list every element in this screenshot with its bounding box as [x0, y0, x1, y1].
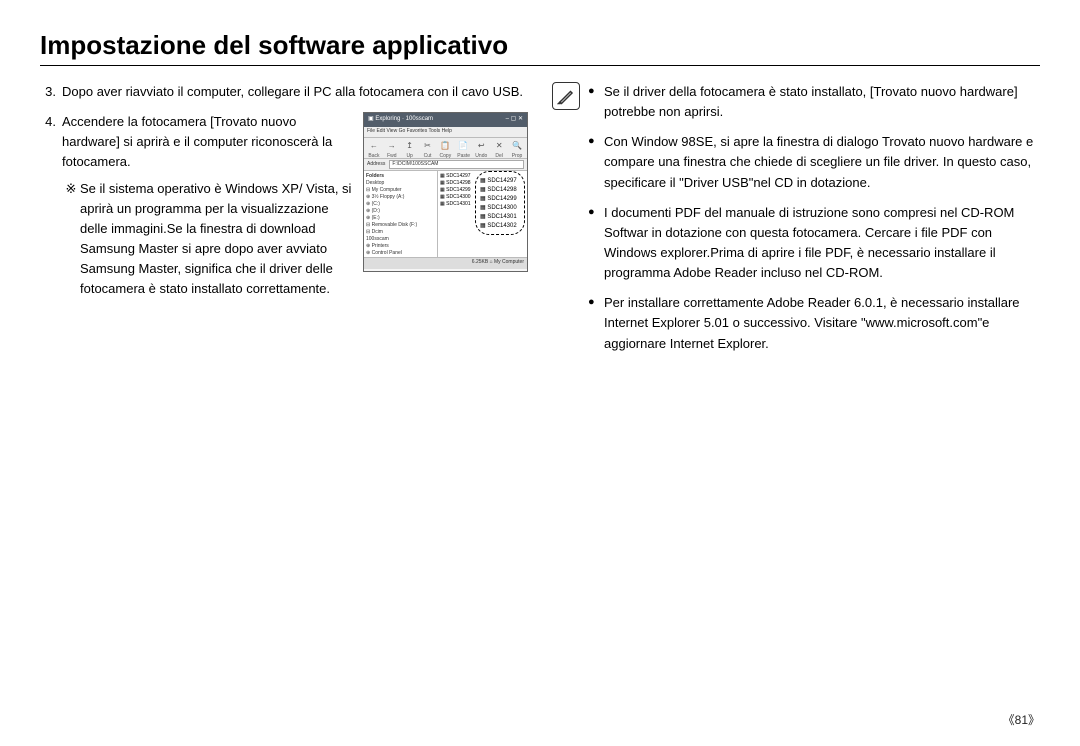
- right-column: ● Se il driver della fotocamera è stato …: [552, 82, 1040, 364]
- bullet-mark-icon: ●: [588, 293, 604, 353]
- page-title: Impostazione del software applicativo: [40, 30, 1040, 61]
- bullet-mark-icon: ●: [588, 82, 604, 122]
- explorer-callout: SDC14297SDC14298SDC14299SDC14300SDC14301…: [475, 171, 525, 235]
- sub-note: ※ Se il sistema operativo è Windows XP/ …: [62, 179, 353, 300]
- address-value: F:\DCIM\100SSCAM: [389, 160, 524, 169]
- title-divider: [40, 65, 1040, 66]
- explorer-title-text: ▣ Exploring · 100sscam: [368, 115, 433, 124]
- explorer-body: FoldersDesktop⊟ My Computer ⊕ 3½ Floppy …: [364, 171, 527, 257]
- explorer-window-controls: – ▢ ✕: [506, 115, 523, 124]
- bullet-text: Per installare correttamente Adobe Reade…: [604, 293, 1040, 353]
- bullet-mark-icon: ●: [588, 132, 604, 192]
- note-bullets: ● Se il driver della fotocamera è stato …: [588, 82, 1040, 364]
- list-number: 3.: [40, 82, 62, 102]
- sub-mark-icon: ※: [62, 179, 80, 300]
- bullet-item: ● Con Window 98SE, si apre la finestra d…: [588, 132, 1040, 192]
- note-icon: [552, 82, 580, 110]
- explorer-status-bar: 6.25KB ⌂ My Computer: [364, 257, 527, 269]
- explorer-title-bar: ▣ Exploring · 100sscam – ▢ ✕: [364, 113, 527, 127]
- bullet-item: ● Se il driver della fotocamera è stato …: [588, 82, 1040, 122]
- explorer-tree: FoldersDesktop⊟ My Computer ⊕ 3½ Floppy …: [364, 171, 438, 257]
- list-number: 4.: [40, 112, 62, 299]
- explorer-toolbar: ←Back→Fwd↥Up✂Cut📋Copy📄Paste↩Undo✕Del🔍Pro…: [364, 138, 527, 159]
- list-item-4: 4. Accendere la fotocamera [Trovato nuov…: [40, 112, 528, 299]
- bullet-item: ● I documenti PDF del manuale di istruzi…: [588, 203, 1040, 284]
- bullet-item: ● Per installare correttamente Adobe Rea…: [588, 293, 1040, 353]
- explorer-menu-bar: File Edit View Go Favorites Tools Help: [364, 127, 527, 138]
- bullet-text: Con Window 98SE, si apre la finestra di …: [604, 132, 1040, 192]
- page-number: 《81》: [1003, 711, 1040, 728]
- item4-text: Accendere la fotocamera [Trovato nuovo h…: [62, 112, 353, 172]
- sub-text: Se il sistema operativo è Windows XP/ Vi…: [80, 179, 353, 300]
- content-columns: 3. Dopo aver riavviato il computer, coll…: [40, 82, 1040, 364]
- bullet-text: Se il driver della fotocamera è stato in…: [604, 82, 1040, 122]
- explorer-file-list: SDC14297SDC14298SDC14299SDC14300SDC14301…: [438, 171, 527, 257]
- list-text: Dopo aver riavviato il computer, collega…: [62, 82, 528, 102]
- list-text-with-figure: Accendere la fotocamera [Trovato nuovo h…: [62, 112, 528, 299]
- address-label: Address: [367, 161, 385, 169]
- bullet-text: I documenti PDF del manuale di istruzion…: [604, 203, 1040, 284]
- left-column: 3. Dopo aver riavviato il computer, coll…: [40, 82, 528, 364]
- bullet-mark-icon: ●: [588, 203, 604, 284]
- list-item-3: 3. Dopo aver riavviato il computer, coll…: [40, 82, 528, 102]
- explorer-address-bar: Address F:\DCIM\100SSCAM: [364, 159, 527, 171]
- explorer-screenshot: ▣ Exploring · 100sscam – ▢ ✕ File Edit V…: [363, 112, 528, 272]
